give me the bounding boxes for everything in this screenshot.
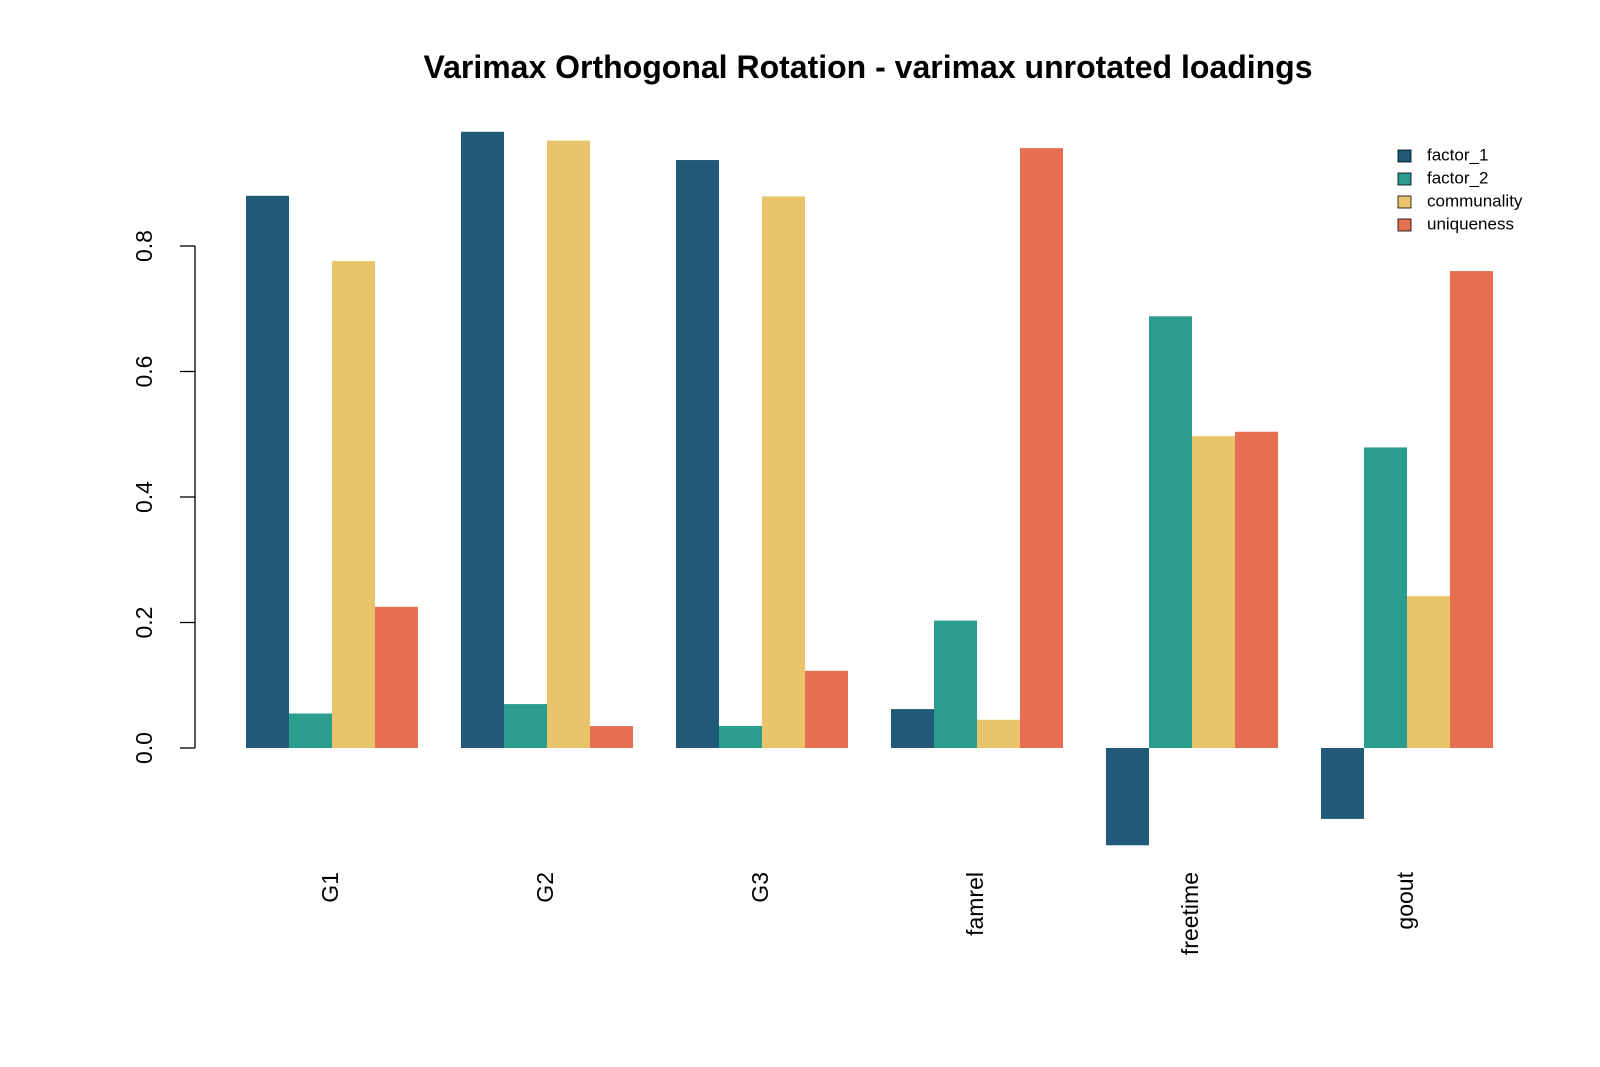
bar-group-G3 bbox=[676, 160, 848, 749]
bar-G1-factor_1 bbox=[246, 195, 289, 749]
legend-swatch bbox=[1397, 218, 1412, 232]
y-tick-label: 0.8 bbox=[131, 230, 157, 262]
y-axis: 0.0 0.2 0.4 0.6 0.8 bbox=[131, 230, 196, 764]
legend-label: factor_1 bbox=[1427, 145, 1488, 164]
bar-goout-factor_2 bbox=[1364, 447, 1407, 748]
bar-goout-communality bbox=[1407, 596, 1450, 748]
legend-item-uniqueness: uniqueness bbox=[1397, 214, 1514, 233]
y-tick-label: 0.4 bbox=[131, 481, 157, 513]
legend-swatch bbox=[1397, 195, 1412, 209]
bar-G1-communality bbox=[332, 261, 375, 748]
x-tick-label-G3: G3 bbox=[747, 872, 773, 903]
legend: factor_1 factor_2 communality uniqueness bbox=[1397, 145, 1523, 233]
x-tick-label-G1: G1 bbox=[317, 872, 343, 903]
x-tick-label-famrel: famrel bbox=[962, 872, 988, 936]
bar-freetime-factor_2 bbox=[1149, 316, 1192, 748]
bar-G2-factor_2 bbox=[504, 704, 547, 748]
chart-title: Varimax Orthogonal Rotation - varimax un… bbox=[423, 49, 1312, 85]
bar-group-goout bbox=[1321, 271, 1493, 819]
legend-item-communality: communality bbox=[1397, 191, 1523, 210]
bar-group-freetime bbox=[1106, 316, 1278, 846]
bar-G1-uniqueness bbox=[375, 606, 418, 748]
bar-freetime-communality bbox=[1192, 436, 1235, 748]
bars-layer bbox=[246, 131, 1493, 846]
legend-swatch bbox=[1397, 149, 1412, 163]
bar-group-G1 bbox=[246, 195, 418, 749]
bar-famrel-factor_1 bbox=[891, 709, 934, 748]
bar-G3-factor_2 bbox=[719, 726, 762, 748]
bar-G2-uniqueness bbox=[590, 726, 633, 748]
bar-freetime-uniqueness bbox=[1235, 431, 1278, 748]
bar-G1-factor_2 bbox=[289, 713, 332, 748]
bar-G3-uniqueness bbox=[805, 670, 848, 748]
bar-freetime-factor_1 bbox=[1106, 748, 1149, 846]
legend-label: communality bbox=[1427, 191, 1523, 210]
bar-G2-communality bbox=[547, 140, 590, 748]
legend-item-factor_1: factor_1 bbox=[1397, 145, 1488, 164]
y-tick-label: 0.6 bbox=[131, 356, 157, 388]
legend-item-factor_2: factor_2 bbox=[1397, 168, 1488, 187]
bar-famrel-factor_2 bbox=[934, 620, 977, 748]
x-tick-label-freetime: freetime bbox=[1177, 872, 1203, 955]
y-tick-label: 0.0 bbox=[131, 732, 157, 764]
x-tick-label-G2: G2 bbox=[532, 872, 558, 903]
y-tick-label: 0.2 bbox=[131, 607, 157, 639]
bar-goout-uniqueness bbox=[1450, 271, 1493, 748]
legend-label: factor_2 bbox=[1427, 168, 1488, 187]
x-tick-label-goout: goout bbox=[1392, 871, 1418, 929]
x-axis-labels: G1 G2 G3 famrel freetime goout bbox=[317, 871, 1418, 955]
bar-G3-factor_1 bbox=[676, 160, 719, 749]
legend-swatch bbox=[1397, 172, 1412, 186]
bar-famrel-uniqueness bbox=[1020, 148, 1063, 749]
bar-G2-factor_1 bbox=[461, 131, 504, 749]
bar-group-famrel bbox=[891, 148, 1063, 749]
bar-famrel-communality bbox=[977, 719, 1020, 748]
bar-goout-factor_1 bbox=[1321, 748, 1364, 819]
y-ticks: 0.0 0.2 0.4 0.6 0.8 bbox=[131, 230, 195, 764]
legend-label: uniqueness bbox=[1427, 214, 1514, 233]
bar-G3-communality bbox=[762, 196, 805, 749]
bar-group-G2 bbox=[461, 131, 633, 749]
